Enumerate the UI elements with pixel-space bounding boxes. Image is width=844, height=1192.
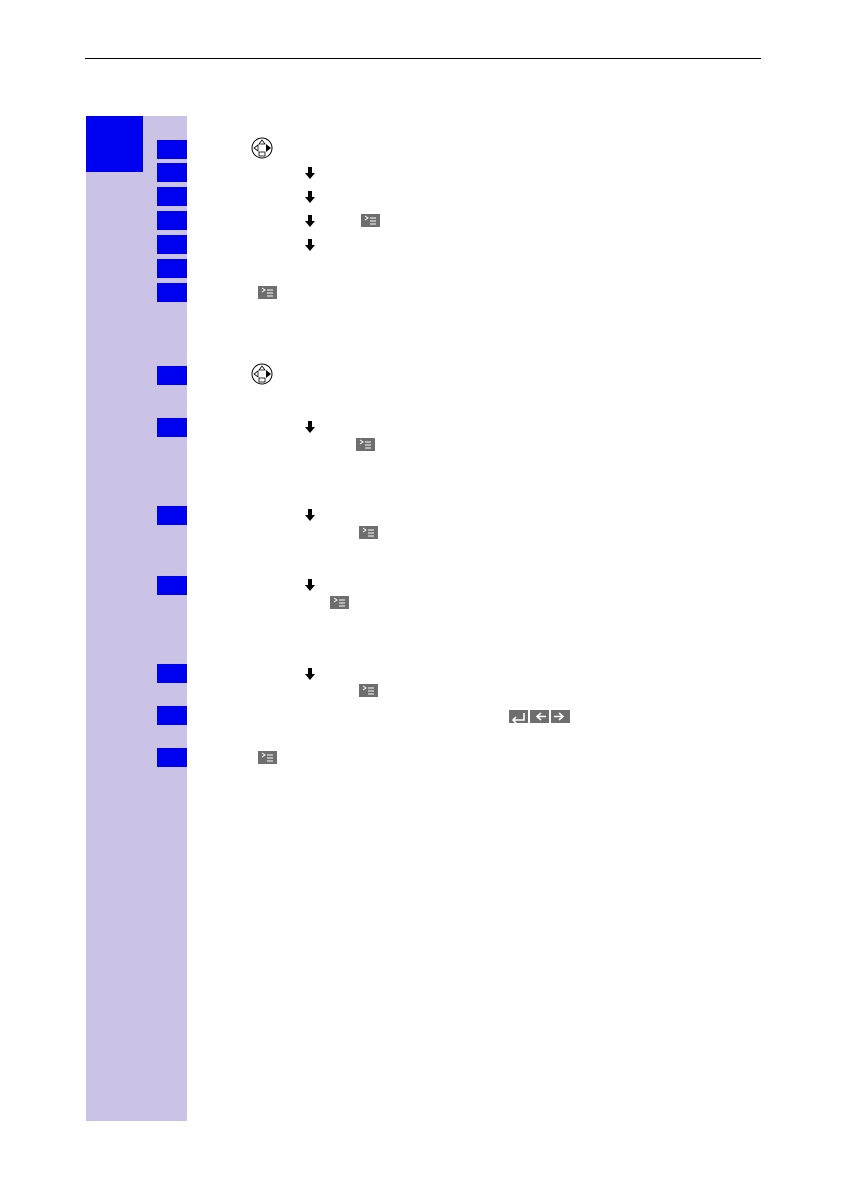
nav-left [253, 144, 259, 152]
step-marker [157, 283, 187, 302]
nav-ring [251, 137, 273, 159]
edit-key-icon [551, 710, 570, 723]
nav-ring [251, 363, 273, 385]
step-marker [157, 748, 187, 767]
nav-left [253, 370, 259, 378]
menu-key-icon [356, 438, 375, 451]
menu-key-glyph [359, 439, 371, 449]
nav-right [266, 370, 271, 378]
edit-key-glyph [554, 712, 565, 721]
step-marker [157, 140, 187, 159]
nav-down [258, 377, 266, 383]
menu-key-icon [258, 751, 277, 764]
menu-key-glyph [333, 597, 345, 607]
nav-key-icon [251, 137, 273, 159]
step-marker [157, 366, 187, 385]
edit-key-glyph [511, 713, 525, 724]
down-arrow [305, 191, 315, 203]
step-marker [157, 211, 187, 230]
menu-key-icon [361, 214, 380, 227]
step-marker [157, 664, 187, 683]
menu-key-icon [359, 684, 378, 697]
down-arrow [305, 421, 315, 433]
chapter-tab [86, 116, 143, 172]
nav-up [258, 139, 266, 145]
menu-key-glyph [364, 215, 376, 225]
edit-key-icon [530, 710, 549, 723]
edit-key-bg [509, 710, 528, 723]
menu-key-glyph [261, 287, 273, 297]
step-marker [157, 506, 187, 525]
step-marker [157, 576, 187, 595]
nav-down [258, 151, 266, 157]
down-arrow [305, 668, 315, 680]
nav-up [258, 365, 266, 371]
step-marker [157, 163, 187, 182]
menu-key-glyph [362, 685, 374, 695]
step-marker [157, 235, 187, 254]
nav-right [266, 144, 271, 152]
step-marker [157, 418, 187, 437]
edit-key-glyph [535, 712, 546, 721]
edit-key-icon [509, 710, 528, 724]
step-marker [157, 187, 187, 206]
down-arrow [305, 167, 315, 179]
menu-key-glyph [362, 527, 374, 537]
down-arrow [305, 509, 315, 521]
down-arrow [305, 579, 315, 591]
nav-key-icon [251, 363, 273, 385]
down-arrow [305, 239, 315, 251]
menu-key-glyph [261, 752, 273, 762]
menu-key-icon [359, 526, 378, 539]
menu-key-icon [258, 286, 277, 299]
step-marker [157, 706, 187, 725]
step-marker [157, 259, 187, 278]
menu-key-icon [330, 596, 349, 609]
down-arrow [305, 215, 315, 227]
